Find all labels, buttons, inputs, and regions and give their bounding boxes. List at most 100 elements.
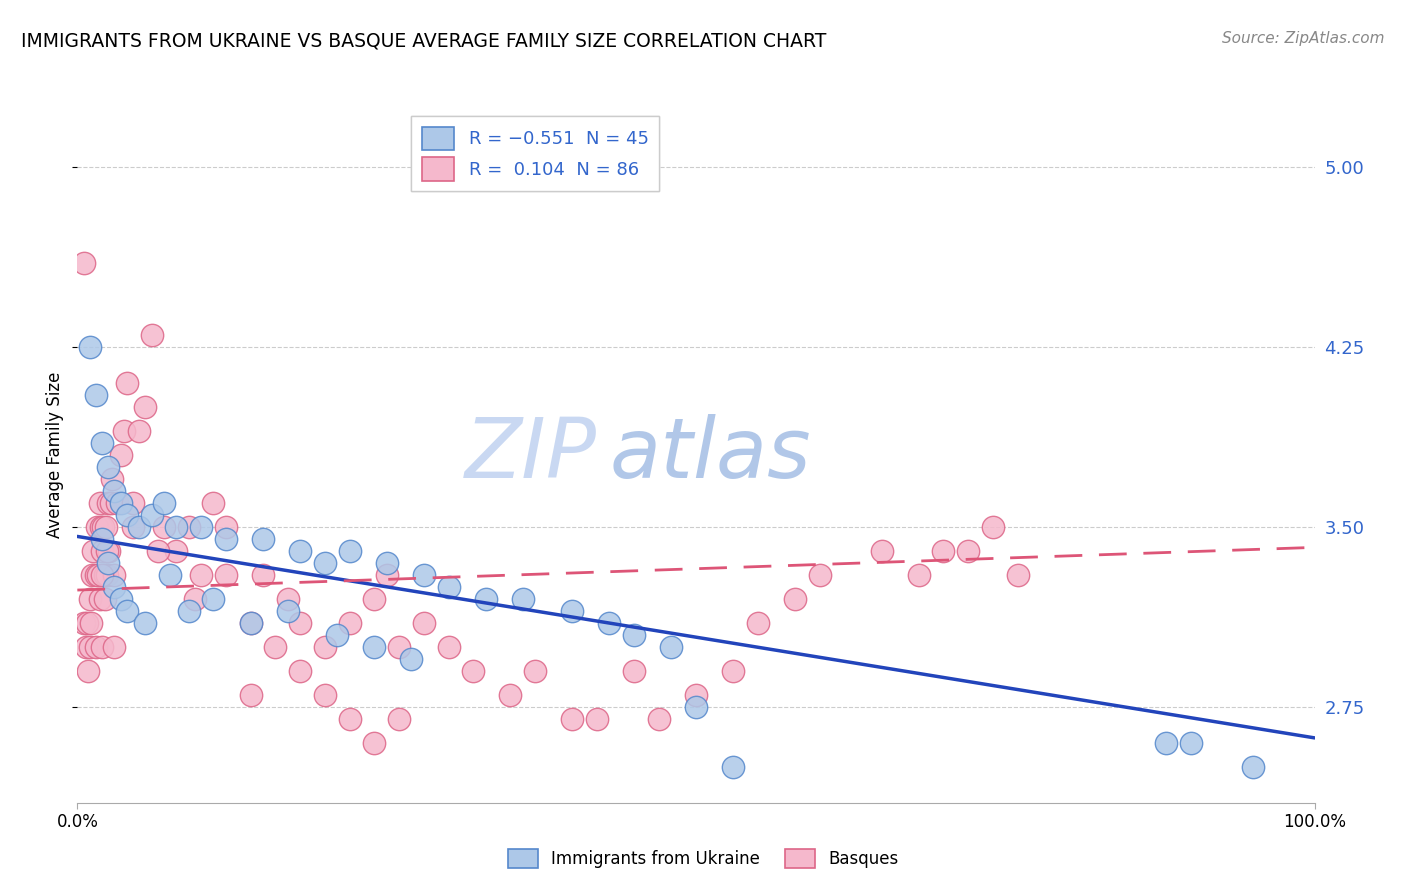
Point: [153, 496, 176, 510]
Point: [1241, 760, 1264, 774]
Point: [98, 544, 121, 558]
Point: [239, 615, 262, 630]
Point: [110, 496, 132, 510]
Point: [252, 567, 274, 582]
Point: [339, 615, 361, 630]
Point: [215, 532, 238, 546]
Point: [177, 520, 200, 534]
Point: [82, 567, 104, 582]
Point: [288, 615, 311, 630]
Point: [97, 556, 120, 570]
Point: [101, 472, 124, 486]
Point: [103, 580, 125, 594]
Point: [326, 628, 349, 642]
Point: [598, 615, 620, 630]
Point: [91, 640, 114, 654]
Point: [685, 688, 707, 702]
Point: [72, 615, 94, 630]
Point: [277, 591, 299, 606]
Point: [110, 448, 132, 462]
Point: [1180, 736, 1202, 750]
Point: [89, 591, 111, 606]
Point: [375, 567, 398, 582]
Text: atlas: atlas: [609, 415, 811, 495]
Point: [314, 688, 336, 702]
Point: [100, 496, 122, 510]
Point: [79, 340, 101, 354]
Point: [91, 532, 114, 546]
Point: [401, 652, 423, 666]
Point: [623, 628, 645, 642]
Point: [932, 544, 955, 558]
Point: [184, 591, 207, 606]
Point: [437, 580, 460, 594]
Point: [288, 544, 311, 558]
Point: [103, 640, 125, 654]
Point: [134, 615, 156, 630]
Point: [437, 640, 460, 654]
Point: [190, 520, 212, 534]
Point: [103, 483, 125, 498]
Point: [82, 544, 104, 558]
Point: [363, 640, 385, 654]
Point: [89, 496, 111, 510]
Point: [808, 567, 831, 582]
Point: [981, 520, 1004, 534]
Point: [84, 567, 107, 582]
Point: [94, 520, 117, 534]
Point: [165, 544, 187, 558]
Point: [215, 567, 238, 582]
Point: [97, 496, 120, 510]
Point: [747, 615, 769, 630]
Point: [264, 640, 287, 654]
Point: [105, 496, 128, 510]
Point: [561, 604, 583, 618]
Point: [721, 760, 744, 774]
Point: [561, 712, 583, 726]
Text: Source: ZipAtlas.com: Source: ZipAtlas.com: [1222, 31, 1385, 46]
Point: [153, 520, 176, 534]
Point: [363, 736, 385, 750]
Point: [75, 640, 97, 654]
Y-axis label: Average Family Size: Average Family Size: [46, 372, 65, 538]
Point: [84, 640, 107, 654]
Point: [90, 520, 112, 534]
Text: ZIP: ZIP: [465, 415, 598, 495]
Point: [288, 664, 311, 678]
Point: [339, 544, 361, 558]
Point: [474, 591, 496, 606]
Point: [252, 532, 274, 546]
Point: [91, 436, 114, 450]
Point: [239, 688, 262, 702]
Point: [86, 520, 108, 534]
Text: IMMIGRANTS FROM UKRAINE VS BASQUE AVERAGE FAMILY SIZE CORRELATION CHART: IMMIGRANTS FROM UKRAINE VS BASQUE AVERAG…: [21, 31, 827, 50]
Point: [91, 544, 114, 558]
Point: [412, 615, 434, 630]
Point: [115, 508, 138, 522]
Point: [277, 604, 299, 618]
Point: [96, 567, 118, 582]
Point: [134, 400, 156, 414]
Point: [499, 688, 522, 702]
Point: [721, 664, 744, 678]
Point: [215, 520, 238, 534]
Point: [159, 567, 181, 582]
Point: [141, 328, 163, 343]
Point: [586, 712, 609, 726]
Point: [141, 508, 163, 522]
Point: [115, 604, 138, 618]
Point: [512, 591, 534, 606]
Point: [239, 615, 262, 630]
Point: [93, 567, 115, 582]
Point: [96, 544, 118, 558]
Point: [412, 567, 434, 582]
Point: [128, 520, 150, 534]
Point: [91, 520, 114, 534]
Point: [110, 591, 132, 606]
Legend: Immigrants from Ukraine, Basques: Immigrants from Ukraine, Basques: [501, 842, 905, 875]
Point: [103, 567, 125, 582]
Point: [1007, 567, 1029, 582]
Point: [177, 604, 200, 618]
Point: [112, 424, 135, 438]
Point: [870, 544, 893, 558]
